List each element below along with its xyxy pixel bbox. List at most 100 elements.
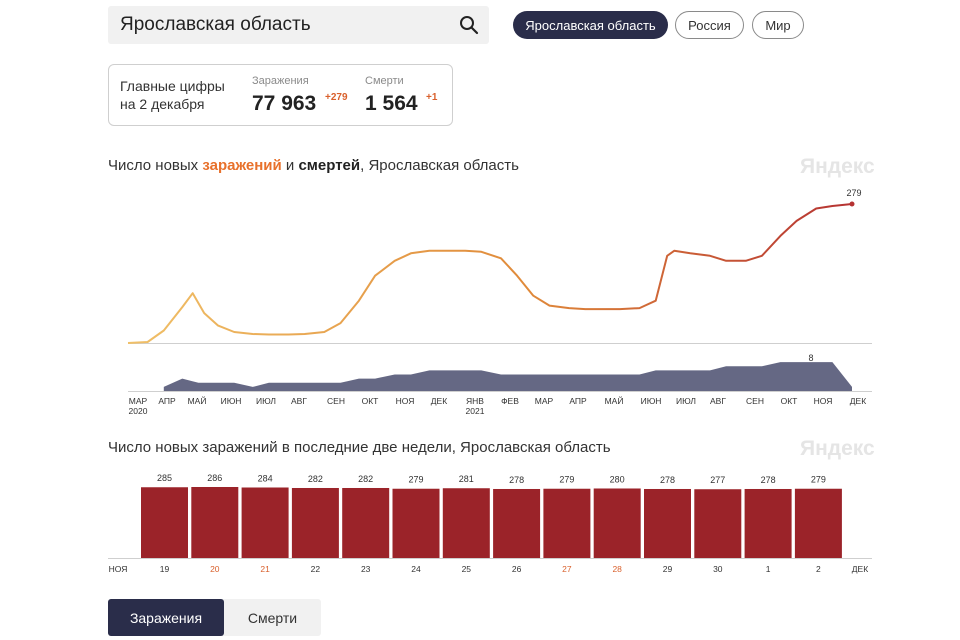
bar: [593, 488, 641, 558]
infections-value: 77 963: [252, 92, 317, 115]
infections-line: [127, 203, 853, 344]
bar-value-label: 281: [459, 474, 474, 484]
bar: [794, 488, 842, 558]
x-tick-label: ДЕК: [431, 396, 447, 406]
bar: [694, 489, 742, 558]
axis-start-label: НОЯ: [109, 564, 128, 574]
x-tick-label: ИЮЛ: [676, 396, 696, 406]
year-label-2021: 2021: [466, 406, 485, 416]
yandex-watermark: Яндекс: [800, 155, 875, 178]
bar-category-label: 26: [512, 564, 522, 574]
deaths-peak-label: 8: [808, 353, 813, 363]
bar-value-label: 279: [559, 475, 574, 485]
bar-category-label: 30: [713, 564, 723, 574]
bar-category-label: 24: [411, 564, 421, 574]
bar-value-label: 277: [710, 475, 725, 485]
x-tick-label: ИЮЛ: [256, 396, 276, 406]
bar-value-label: 278: [509, 475, 524, 485]
bar-value-label: 278: [660, 475, 675, 485]
bar-category-label: 27: [562, 564, 572, 574]
x-tick-label: МАР: [129, 396, 148, 406]
infections-label: Заражения: [252, 75, 309, 87]
x-tick-label: ДЕК: [850, 396, 866, 406]
region-tab-world[interactable]: Мир: [752, 11, 804, 39]
x-tick-label: СЕН: [327, 396, 345, 406]
x-tick-label: ИЮН: [641, 396, 662, 406]
deaths-label: Смерти: [365, 75, 404, 87]
deaths-delta: +1: [426, 92, 438, 103]
bar-category-label: 29: [663, 564, 673, 574]
bar-value-label: 279: [811, 475, 826, 485]
bar-category-label: 2: [816, 564, 821, 574]
infections-delta: +279: [325, 92, 348, 103]
bar-category-label: 22: [311, 564, 321, 574]
x-tick-label: МАР: [535, 396, 554, 406]
bar: [342, 487, 390, 558]
chart1-title: Число новых заражений и смертей, Ярослав…: [108, 157, 519, 174]
bar: [241, 487, 289, 558]
chart2-title: Число новых заражений в последние две не…: [108, 439, 611, 456]
bar-category-label: 23: [361, 564, 371, 574]
infections-peak-label: 279: [846, 188, 861, 198]
region-tab-russia[interactable]: Россия: [675, 11, 744, 39]
region-tab-yaroslavl[interactable]: Ярославская область: [513, 11, 668, 39]
chart1-title-region: , Ярославская область: [360, 157, 519, 174]
x-tick-label: ОКТ: [781, 396, 798, 406]
bar: [141, 487, 188, 558]
deaths-value: 1 564: [365, 92, 418, 115]
bar: [291, 487, 339, 558]
search-icon[interactable]: [459, 15, 479, 35]
axis-end-label: ДЕК: [852, 564, 868, 574]
summary-title: Главные цифры на 2 декабря: [120, 77, 225, 113]
chart1-title-part3: и: [281, 157, 299, 174]
bar-value-label: 279: [408, 475, 423, 485]
bar-category-label: 21: [260, 564, 270, 574]
x-tick-label: МАЙ: [188, 395, 207, 406]
chart1-title-infections: заражений: [202, 157, 282, 174]
search-input[interactable]: Ярославская область: [120, 14, 311, 35]
bar-value-label: 282: [358, 474, 373, 484]
year-label-2020: 2020: [129, 406, 148, 416]
x-tick-label: ФЕВ: [501, 396, 519, 406]
bar: [392, 488, 440, 558]
x-tick-label: НОЯ: [396, 396, 415, 406]
bar: [442, 488, 490, 558]
x-tick-label: АВГ: [710, 396, 726, 406]
x-tick-label: АПР: [158, 396, 176, 406]
summary-title-line2: на 2 декабря: [120, 96, 205, 112]
summary-title-line1: Главные цифры: [120, 78, 225, 94]
bar: [191, 487, 239, 558]
x-tick-label: ОКТ: [362, 396, 379, 406]
x-tick-label: АВГ: [291, 396, 307, 406]
bar-category-label: 25: [462, 564, 472, 574]
summary-card: Главные цифры на 2 декабря Заражения 77 …: [108, 64, 453, 126]
deaths-area: [163, 362, 853, 391]
tab-deaths[interactable]: Смерти: [247, 609, 298, 626]
bar-category-label: 19: [160, 564, 170, 574]
yandex-watermark-2: Яндекс: [800, 437, 875, 460]
bar-value-label: 280: [610, 474, 625, 484]
bar-value-label: 278: [761, 475, 776, 485]
bar-value-label: 285: [157, 473, 172, 483]
chart1-title-deaths: смертей: [298, 157, 361, 174]
x-tick-label: ИЮН: [221, 396, 242, 406]
tab-infections[interactable]: Заражения: [108, 599, 224, 636]
metric-tabs: Заражения Смерти: [108, 599, 321, 636]
bar-value-label: 284: [258, 473, 273, 483]
bar-category-label: 1: [766, 564, 771, 574]
bar: [644, 488, 691, 558]
x-tick-label: ЯНВ: [466, 396, 484, 406]
chart1-title-part1: Число новых: [108, 157, 203, 174]
x-tick-label: МАЙ: [605, 395, 624, 406]
bar: [744, 488, 792, 558]
search-box[interactable]: Ярославская область: [108, 6, 489, 44]
bar-category-label: 20: [210, 564, 220, 574]
x-tick-label: НОЯ: [814, 396, 833, 406]
bar-value-label: 282: [308, 474, 323, 484]
bar-value-label: 286: [207, 473, 222, 483]
bar: [493, 488, 541, 558]
bar: [543, 488, 591, 558]
bar-category-label: 28: [612, 564, 622, 574]
